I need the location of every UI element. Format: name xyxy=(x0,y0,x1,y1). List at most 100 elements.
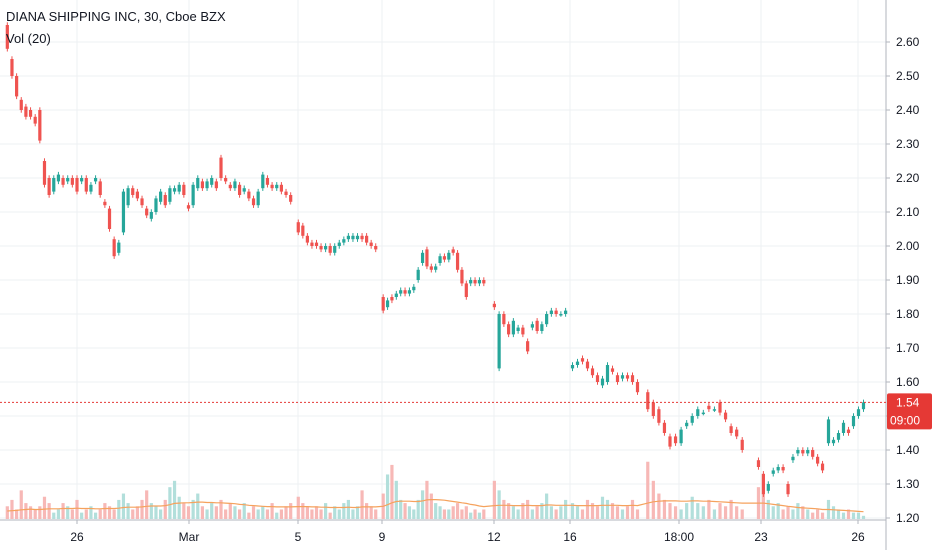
candle-body xyxy=(42,161,47,185)
candle-body xyxy=(131,188,135,195)
volume-bar xyxy=(126,503,130,519)
candle-body xyxy=(242,188,246,192)
volume-bar xyxy=(319,509,323,519)
volume-bar xyxy=(149,503,153,519)
candle-body xyxy=(685,422,689,427)
volume-bar xyxy=(662,499,667,519)
volume-bar xyxy=(98,509,102,519)
candle-body xyxy=(365,235,369,243)
candle-body xyxy=(507,324,511,335)
candle-body xyxy=(98,181,102,195)
volume-bar xyxy=(191,499,195,519)
price-tick-label: 2.30 xyxy=(896,137,920,151)
candle-body xyxy=(690,416,694,423)
volume-bar xyxy=(651,480,655,519)
volume-bar xyxy=(707,499,711,519)
volume-bar xyxy=(502,499,506,519)
candle-body xyxy=(521,327,525,335)
candle-body xyxy=(403,290,407,294)
candle-body xyxy=(394,293,398,297)
time-tick-label: 9 xyxy=(379,530,386,544)
volume-bar xyxy=(781,509,785,519)
candle-body xyxy=(333,246,337,253)
candle-body xyxy=(310,242,314,246)
time-tick-label: 23 xyxy=(754,530,768,544)
candle-body xyxy=(154,198,158,212)
volume-bar xyxy=(228,503,232,519)
volume-bar xyxy=(337,509,341,519)
candle-body xyxy=(75,178,79,192)
volume-bar xyxy=(351,509,355,519)
candle-body xyxy=(425,249,429,267)
volume-bar xyxy=(801,506,805,519)
candle-body xyxy=(806,450,810,454)
volume-bar xyxy=(61,503,65,519)
candle-body xyxy=(740,439,744,450)
candle-body xyxy=(729,426,733,433)
volume-bar xyxy=(690,496,694,519)
candle-body xyxy=(564,310,568,314)
candle-body xyxy=(159,191,163,202)
volume-bar xyxy=(516,509,520,519)
candle-body xyxy=(516,327,520,331)
price-tick-label: 1.60 xyxy=(896,375,920,389)
volume-bar xyxy=(575,506,580,519)
volume-bar xyxy=(625,506,630,519)
volume-bar xyxy=(816,509,820,519)
volume-indicator-label[interactable]: Vol (20) xyxy=(6,31,51,46)
candle-body xyxy=(256,191,260,206)
volume-bar xyxy=(841,512,846,519)
volume-bar xyxy=(289,503,293,519)
candle-body xyxy=(761,473,765,495)
volume-bar xyxy=(806,509,810,519)
price-tick-label: 1.20 xyxy=(896,511,920,525)
candle-body xyxy=(270,184,274,189)
volume-bar xyxy=(365,503,369,519)
candle-body xyxy=(52,178,56,192)
candle-body xyxy=(673,436,678,444)
candle-body xyxy=(707,405,711,410)
volume-bar xyxy=(403,503,407,519)
candle-body xyxy=(135,191,139,199)
candle-body xyxy=(19,99,23,110)
volume-bar xyxy=(233,506,237,519)
price-tick-label: 1.30 xyxy=(896,477,920,491)
candle-body xyxy=(776,467,780,471)
volume-bar xyxy=(851,512,856,519)
time-tick-label: 16 xyxy=(563,530,577,544)
candle-body xyxy=(723,412,728,420)
candle-body xyxy=(196,178,200,189)
candle-body xyxy=(545,314,549,325)
candle-body xyxy=(831,439,836,444)
candle-body xyxy=(233,181,237,189)
candle-body xyxy=(625,375,630,379)
volume-bar xyxy=(473,509,477,519)
symbol-title[interactable]: DIANA SHIPPING INC, 30, Cboe BZX xyxy=(6,9,226,24)
volume-bar xyxy=(540,503,544,519)
candle-body xyxy=(351,235,355,240)
volume-bar xyxy=(177,496,181,519)
candle-body xyxy=(473,280,477,284)
volume-bar xyxy=(93,512,98,519)
candle-body xyxy=(93,178,98,182)
price-tick-label: 2.50 xyxy=(896,69,920,83)
time-tick-label: 5 xyxy=(295,530,302,544)
chart-legend: DIANA SHIPPING INC, 30, Cboe BZX Vol (20… xyxy=(6,6,226,50)
volume-bar xyxy=(70,509,74,519)
volume-bar xyxy=(186,506,191,519)
candle-body xyxy=(107,208,112,229)
candle-body xyxy=(590,368,595,376)
candle-body xyxy=(210,178,214,185)
candle-body xyxy=(10,59,14,76)
volume-bar xyxy=(723,506,728,519)
volume-bar xyxy=(112,509,116,519)
candle-body xyxy=(205,181,209,189)
candle-body xyxy=(140,198,144,206)
candle-body xyxy=(420,252,425,263)
volume-bar xyxy=(630,499,635,519)
volume-bar xyxy=(511,506,515,519)
volume-bar xyxy=(168,487,172,519)
candle-body xyxy=(251,198,256,206)
